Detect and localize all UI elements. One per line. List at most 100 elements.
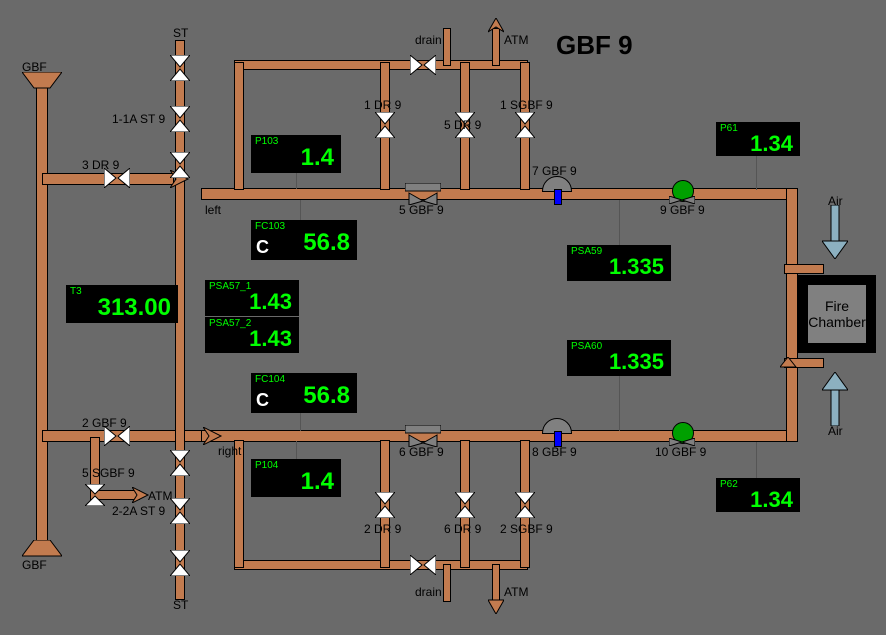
- label-gbf-top: GBF: [22, 60, 47, 74]
- fire-chamber-label: Fire Chamber: [808, 285, 866, 343]
- gbf-bottom-trumpet: [22, 540, 62, 558]
- label-atm-top: ATM: [504, 33, 528, 47]
- readout-psa57_2[interactable]: PSA57_21.43: [205, 317, 299, 353]
- label-2gbf9: 2 GBF 9: [82, 416, 127, 430]
- hmi-canvas: GBF 9 Fire Chamber Air Ai: [0, 0, 886, 635]
- gbf-top-trumpet: [22, 72, 62, 90]
- readout-tag: P62: [720, 480, 738, 490]
- readout-value: 1.4: [256, 146, 334, 170]
- valve-drain-bottom: [410, 555, 436, 575]
- lead-p103: [296, 173, 297, 189]
- readout-value: 1.34: [721, 133, 793, 155]
- pipe: [784, 264, 824, 274]
- label-left: left: [205, 203, 221, 217]
- readout-tag: T3: [70, 287, 82, 297]
- screen-title: GBF 9: [556, 30, 633, 61]
- readout-t3[interactable]: T3313.00: [66, 285, 178, 323]
- readout-tag: FC103: [255, 222, 285, 232]
- valve-6gbf9: [405, 425, 441, 447]
- valve-6dr9: [455, 492, 475, 518]
- air-arrow-bottom: [822, 372, 848, 426]
- lead-fc104: [300, 413, 301, 431]
- pipe: [201, 188, 797, 200]
- arrow-to-chamber-upper: [780, 357, 798, 373]
- valve-left-lower: [170, 450, 190, 476]
- readout-p61[interactable]: P611.34: [716, 122, 800, 156]
- label-2-2A: 2-2A ST 9: [112, 504, 165, 518]
- label-8gbf9: 8 GBF 9: [532, 445, 577, 459]
- pipe: [234, 62, 244, 190]
- readout-value: 1.335: [572, 351, 664, 373]
- label-st-bottom: ST: [173, 598, 188, 612]
- label-drain-top: drain: [415, 33, 442, 47]
- label-1-1A: 1-1A ST 9: [112, 112, 165, 126]
- lead-fc103: [300, 200, 301, 220]
- label-2sgbf9: 2 SGBF 9: [500, 522, 553, 536]
- pipe: [36, 85, 48, 547]
- valve-1-1A: [170, 106, 190, 132]
- pipe: [786, 188, 798, 442]
- readout-value: 313.00: [71, 296, 171, 320]
- lead-psa60: [619, 376, 620, 431]
- label-6dr9: 6 DR 9: [444, 522, 481, 536]
- label-5sgbf9: 5 SGBF 9: [82, 466, 135, 480]
- readout-value: 56.8: [256, 384, 350, 408]
- label-right: right: [218, 444, 241, 458]
- arrow-atm-top: [488, 18, 504, 34]
- arrow-2gbf9: [203, 427, 223, 445]
- readout-psa59[interactable]: PSA591.335: [567, 245, 671, 281]
- readout-value: 1.34: [721, 489, 793, 511]
- label-atm-bottom: ATM: [504, 585, 528, 599]
- label-atm-side: ATM: [148, 489, 172, 503]
- readout-value: 56.8: [256, 231, 350, 255]
- label-9gbf9: 9 GBF 9: [660, 203, 705, 217]
- readout-fc103[interactable]: FC103 C56.8: [251, 220, 357, 260]
- label-1sgbf9: 1 SGBF 9: [500, 98, 553, 112]
- readout-tag: FC104: [255, 375, 285, 385]
- lead-p61: [756, 156, 757, 190]
- valve-st-top: [170, 55, 190, 81]
- label-10gbf9: 10 GBF 9: [655, 445, 706, 459]
- label-5dr9: 5 DR 9: [444, 118, 481, 132]
- label-5gbf9: 5 GBF 9: [399, 203, 444, 217]
- lead-p104: [296, 441, 297, 459]
- valve-5gbf9: [405, 183, 441, 205]
- label-st-top: ST: [173, 26, 188, 40]
- fire-chamber: Fire Chamber: [798, 275, 876, 353]
- valve-7gbf9-stem: [554, 189, 562, 205]
- label-6gbf9: 6 GBF 9: [399, 445, 444, 459]
- air-arrow-top: [822, 205, 848, 259]
- air-label-bottom: Air: [828, 424, 843, 438]
- readout-tag: PSA57_2: [209, 319, 251, 329]
- readout-tag: PSA57_1: [209, 282, 251, 292]
- arrow-atm-bottom: [488, 598, 504, 614]
- label-2dr9: 2 DR 9: [364, 522, 401, 536]
- readout-tag: P104: [255, 461, 278, 471]
- readout-fc104[interactable]: FC104 C56.8: [251, 373, 357, 413]
- valve-st-bottom: [170, 550, 190, 576]
- readout-unit: C: [256, 238, 269, 256]
- label-1dr9: 1 DR 9: [364, 98, 401, 112]
- label-7gbf9: 7 GBF 9: [532, 164, 577, 178]
- lead-p62: [756, 442, 757, 478]
- lead-psa59: [619, 200, 620, 245]
- readout-psa60[interactable]: PSA601.335: [567, 340, 671, 376]
- readout-tag: P103: [255, 137, 278, 147]
- pipe: [234, 440, 244, 568]
- pipe: [492, 564, 500, 602]
- valve-2dr9: [375, 492, 395, 518]
- readout-p103[interactable]: P1031.4: [251, 135, 341, 173]
- readout-p104[interactable]: P1041.4: [251, 459, 341, 497]
- readout-psa57_1[interactable]: PSA57_11.43: [205, 280, 299, 316]
- readout-tag: P61: [720, 124, 738, 134]
- valve-1sgbf9: [515, 112, 535, 138]
- label-gbf-bottom: GBF: [22, 558, 47, 572]
- pipe: [443, 564, 451, 602]
- readout-p62[interactable]: P621.34: [716, 478, 800, 512]
- pipe: [201, 430, 797, 442]
- readout-unit: C: [256, 391, 269, 409]
- readout-value: 1.43: [210, 291, 292, 313]
- valve-drain-top: [410, 55, 436, 75]
- valve-2sgbf9: [515, 492, 535, 518]
- label-drain-bottom: drain: [415, 585, 442, 599]
